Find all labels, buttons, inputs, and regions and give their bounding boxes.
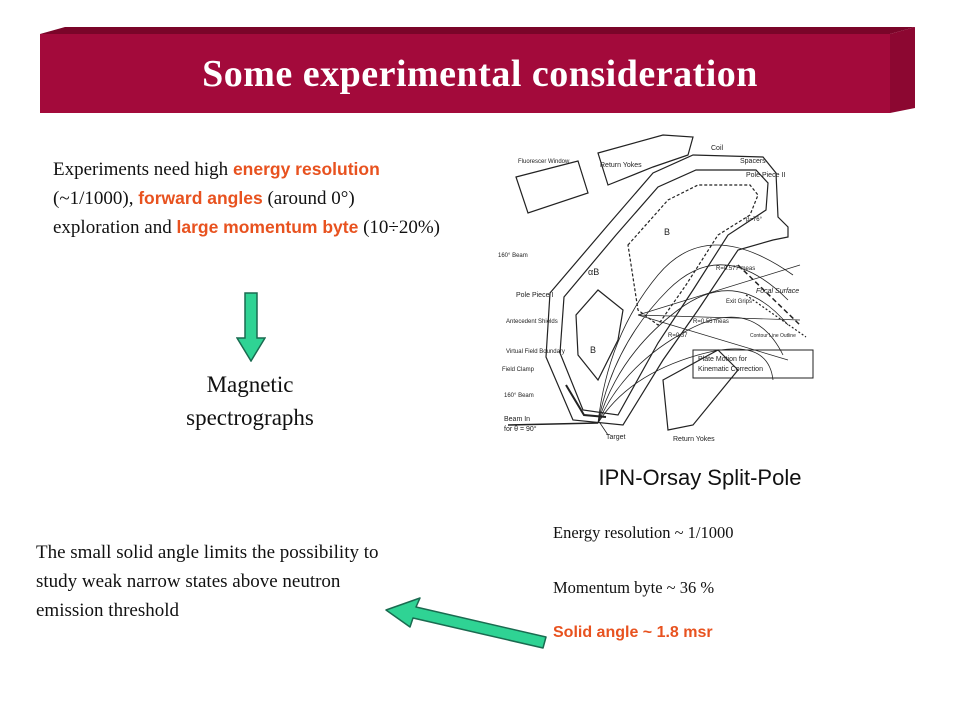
label-contour-line: Contour Line Outline bbox=[750, 333, 796, 339]
trajectory-3 bbox=[597, 290, 789, 424]
return-yoke-bottom bbox=[662, 349, 739, 431]
label-exit-grips: Exit Grips bbox=[726, 299, 752, 305]
pole-piece-2 bbox=[627, 184, 759, 326]
label-b-i: B bbox=[590, 345, 596, 355]
radial-line-3 bbox=[637, 314, 789, 361]
label-virtual-field: Virtual Field Boundary bbox=[506, 349, 565, 355]
label-beta-76: β=76° bbox=[746, 217, 763, 223]
pole-piece-1 bbox=[575, 289, 624, 382]
intro-text-3: (around 0°) exploration and bbox=[53, 188, 355, 238]
label-plate-motion: Plate Motion for bbox=[698, 356, 748, 363]
radial-line-1 bbox=[637, 264, 801, 316]
spectrograph-name: IPN-Orsay Split-Pole bbox=[598, 465, 802, 490]
label-focal-surface: Focal Surface bbox=[756, 288, 799, 295]
label-coil: Coil bbox=[711, 145, 724, 152]
label-pole-piece-1: Pole Piece I bbox=[516, 292, 553, 299]
label-spacers: Spacers bbox=[740, 158, 766, 165]
trajectory-1 bbox=[597, 244, 794, 424]
label-field-clamp: Field Clamp bbox=[502, 367, 535, 373]
target-leader bbox=[599, 422, 609, 436]
label-kinematic: Kinematic Correction bbox=[698, 366, 763, 373]
highlight-momentum-byte: large momentum byte bbox=[176, 217, 359, 237]
label-r-low: R=0.37 bbox=[668, 333, 688, 339]
momentum-byte-spec: Momentum byte ~ 36 % bbox=[553, 578, 715, 597]
label-fluorescer: Fluorescer Window bbox=[518, 159, 570, 165]
return-yoke-top bbox=[597, 134, 694, 186]
label-antecedent-shields: Antecedent Shields bbox=[506, 319, 558, 325]
title-banner bbox=[40, 27, 915, 113]
slide-title: Some experimental consideration bbox=[202, 53, 758, 95]
intro-paragraph: Experiments need high energy resolution … bbox=[53, 155, 443, 242]
outer-yoke-outline bbox=[545, 154, 789, 426]
label-r-mid: R=0.56 meas bbox=[693, 319, 729, 325]
beam-in-line bbox=[507, 422, 599, 426]
radial-line-2 bbox=[637, 314, 801, 321]
intro-text-1: Experiments need high bbox=[53, 159, 233, 180]
plate-motion-box bbox=[692, 349, 814, 379]
solid-angle-spec: Solid angle ~ 1.8 msr bbox=[553, 624, 713, 641]
label-alpha-b: αB bbox=[588, 267, 599, 277]
highlight-energy-resolution: energy resolution bbox=[232, 159, 380, 179]
contour-line bbox=[745, 294, 807, 338]
highlight-forward-angles: forward angles bbox=[138, 188, 263, 208]
limitation-paragraph: The small solid angle limits the possibi… bbox=[36, 542, 379, 621]
label-beam-160-top: 160° Beam bbox=[498, 253, 528, 259]
label-b-ii: B bbox=[664, 227, 670, 237]
split-pole-diagram: Return Yokes Coil Spacers Pole Piece II … bbox=[498, 134, 814, 443]
energy-resolution-spec: Energy resolution ~ 1/1000 bbox=[553, 523, 734, 542]
trajectory-5 bbox=[597, 348, 774, 424]
intro-text-4: (10÷20%) bbox=[358, 217, 440, 238]
inner-yoke-outline bbox=[559, 169, 769, 416]
fluorescer-box bbox=[515, 160, 589, 214]
magnetic-spectrographs-label: Magnetic spectrographs bbox=[140, 368, 360, 434]
label-pole-piece-2: Pole Piece II bbox=[746, 172, 785, 179]
label-r-top: R=0.577 meas bbox=[716, 266, 755, 272]
label-beam-in-angle: for θ = 90° bbox=[504, 425, 537, 433]
trajectory-2 bbox=[597, 264, 789, 424]
left-arrow-icon bbox=[385, 597, 547, 649]
label-beam-in: Beam In bbox=[504, 416, 530, 423]
label-beam-160-bottom: 160° Beam bbox=[504, 393, 534, 399]
label-target: Target bbox=[606, 434, 626, 441]
focal-surface bbox=[737, 264, 801, 326]
label-return-yokes-top: Return Yokes bbox=[600, 162, 642, 169]
magnetic-label-line2: spectrographs bbox=[186, 405, 314, 430]
down-arrow-icon bbox=[236, 292, 266, 362]
magnetic-label-line1: Magnetic bbox=[206, 372, 294, 397]
intro-text-2: (~1/1000), bbox=[53, 188, 139, 209]
label-return-yokes-bottom: Return Yokes bbox=[673, 436, 715, 443]
